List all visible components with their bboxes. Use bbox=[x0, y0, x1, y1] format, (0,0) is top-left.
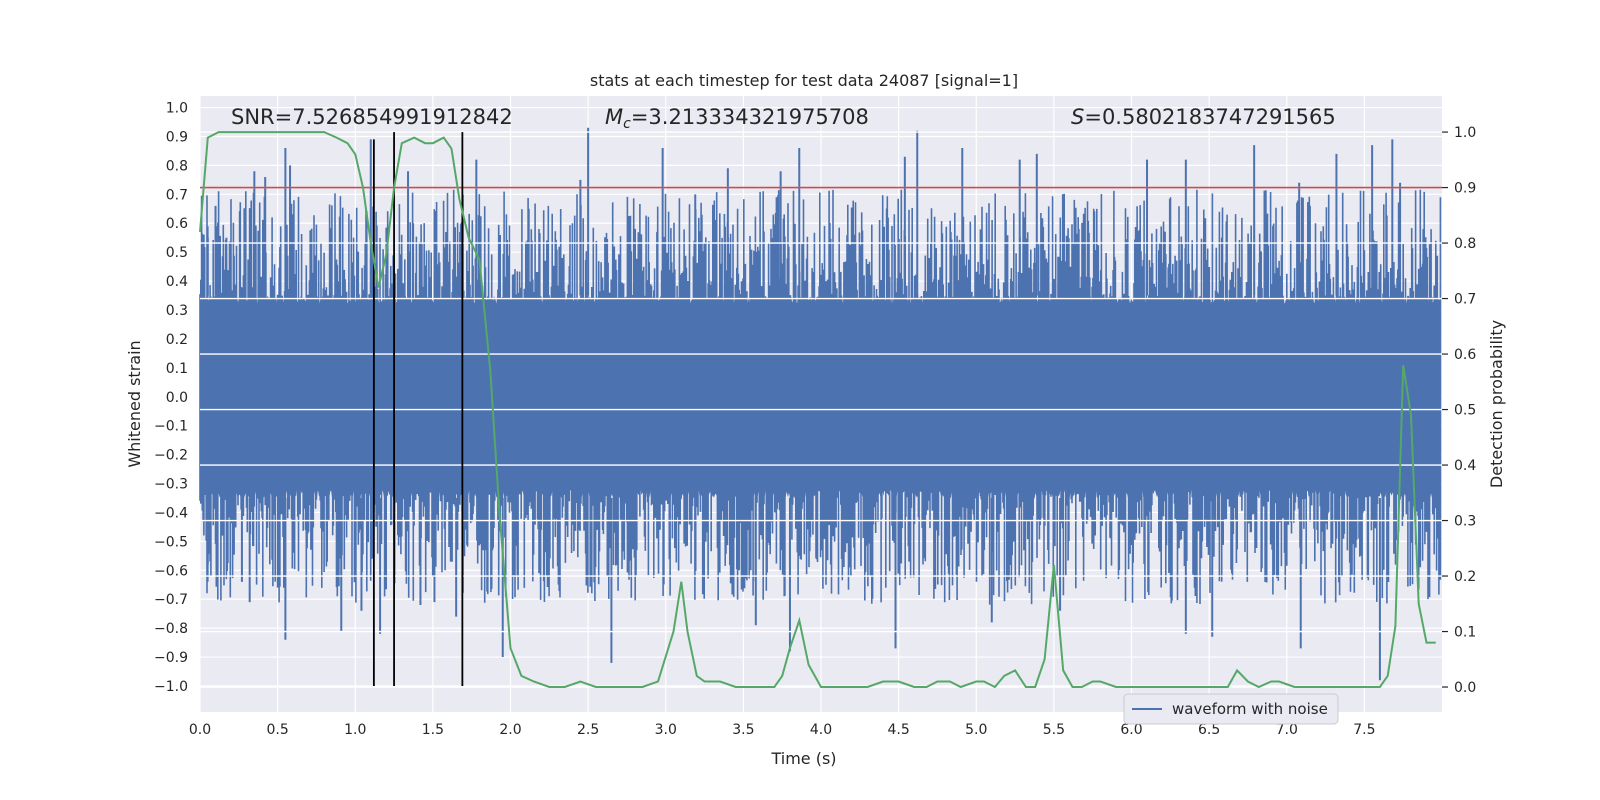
y-right-tick-label: 0.1 bbox=[1454, 625, 1476, 641]
y-right-tick-label: 0.9 bbox=[1454, 181, 1476, 197]
vertical-marker-lines bbox=[372, 132, 464, 686]
x-tick-labels: 0.0 0.5 1.0 1.5 2.0 2.5 3.0 3.5 4.0 4.5 5.0 5.5 6.0 6… bbox=[189, 722, 1376, 738]
y-left-tick-label: −0.3 bbox=[154, 477, 188, 493]
y-right-tick-label: 0.8 bbox=[1454, 236, 1476, 252]
x-tick-label: 5.5 bbox=[1043, 722, 1065, 738]
y-left-tick-labels: 1.0 0.9 0.8 0.7 0.6 0.5 0.4 0.3 0.2 0.1 0.0 −0.1 −0.… bbox=[154, 101, 188, 695]
x-tick-label: 7.0 bbox=[1276, 722, 1298, 738]
y-right-ticks: 1.0 0.9 0.8 0.7 0.6 0.5 0.4 0.3 0.2 0.1 0.0 bbox=[1442, 125, 1476, 696]
y-right-tick-label: 1.0 bbox=[1454, 125, 1476, 141]
x-tick-label: 0.0 bbox=[189, 722, 211, 738]
x-tick-label: 4.5 bbox=[887, 722, 909, 738]
chirp-mass-subscript: c bbox=[623, 116, 631, 132]
y-left-tick-label: 0.8 bbox=[166, 158, 188, 174]
chirp-mass-symbol: M bbox=[605, 105, 623, 129]
y-left-tick-label: −0.2 bbox=[154, 448, 188, 464]
x-tick-label: 4.0 bbox=[810, 722, 832, 738]
x-axis-label: Time (s) bbox=[770, 749, 836, 768]
x-tick-label: 1.0 bbox=[344, 722, 366, 738]
x-tick-label: 3.5 bbox=[732, 722, 754, 738]
y-left-tick-label: 1.0 bbox=[166, 101, 188, 117]
y-left-tick-label: 0.0 bbox=[166, 390, 188, 406]
y-left-tick-label: 0.4 bbox=[166, 274, 188, 290]
x-tick-label: 1.5 bbox=[422, 722, 444, 738]
y-right-axis-label: Detection probability bbox=[1487, 320, 1506, 488]
y-left-tick-label: 0.7 bbox=[166, 187, 188, 203]
detection-probability-line bbox=[199, 131, 1436, 689]
x-tick-label: 7.5 bbox=[1353, 722, 1375, 738]
snr-annotation: SNR=7.526854991912842 bbox=[231, 105, 513, 129]
y-right-tick-label: 0.6 bbox=[1454, 347, 1476, 363]
chirp-mass-annotation: Mc=3.213334321975708 bbox=[605, 105, 869, 132]
x-tick-label: 6.0 bbox=[1120, 722, 1142, 738]
y-left-tick-label: −0.7 bbox=[154, 592, 188, 608]
y-left-tick-label: 0.6 bbox=[166, 216, 188, 232]
legend-box bbox=[1123, 693, 1339, 725]
y-left-tick-label: −1.0 bbox=[154, 679, 188, 695]
waveform-spikes bbox=[199, 189, 1442, 605]
legend: waveform with noise bbox=[1123, 693, 1339, 725]
x-tick-label: 6.5 bbox=[1198, 722, 1220, 738]
x-tick-label: 2.5 bbox=[577, 722, 599, 738]
y-left-tick-label: 0.9 bbox=[166, 129, 188, 145]
waveform-series bbox=[199, 127, 1442, 681]
y-left-tick-label: −0.8 bbox=[154, 621, 188, 637]
x-tick-label: 5.0 bbox=[965, 722, 987, 738]
y-left-tick-label: 0.2 bbox=[166, 332, 188, 348]
y-right-tick-label: 0.5 bbox=[1454, 403, 1476, 419]
y-right-tick-label: 0.3 bbox=[1454, 514, 1476, 530]
y-left-tick-label: −0.9 bbox=[154, 650, 188, 666]
y-left-tick-label: −0.1 bbox=[154, 419, 188, 435]
y-right-tick-label: 0.2 bbox=[1454, 569, 1476, 585]
legend-label: waveform with noise bbox=[1172, 700, 1328, 718]
y-left-tick-label: 0.5 bbox=[166, 245, 188, 261]
y-left-tick-label: −0.5 bbox=[154, 534, 188, 550]
y-right-tick-label: 0.4 bbox=[1454, 458, 1476, 474]
y-left-tick-label: 0.3 bbox=[166, 303, 188, 319]
x-tick-label: 0.5 bbox=[266, 722, 288, 738]
y-right-tick-label: 0.0 bbox=[1454, 680, 1476, 696]
chart-title: stats at each timestep for test data 240… bbox=[590, 71, 1018, 90]
s-symbol: S bbox=[1071, 105, 1084, 129]
y-left-tick-label: −0.4 bbox=[154, 505, 188, 521]
y-right-tick-label: 0.7 bbox=[1454, 292, 1476, 308]
y-left-axis-label: Whitened strain bbox=[125, 340, 144, 467]
waveform-peak-spikes bbox=[206, 127, 1425, 681]
y-left-tick-label: −0.6 bbox=[154, 563, 188, 579]
s-annotation: S=0.5802183747291565 bbox=[1071, 105, 1336, 129]
s-value: =0.5802183747291565 bbox=[1084, 105, 1335, 129]
x-tick-label: 2.0 bbox=[499, 722, 521, 738]
x-tick-label: 3.0 bbox=[655, 722, 677, 738]
chirp-mass-value: =3.213334321975708 bbox=[631, 105, 869, 129]
y-left-tick-label: 0.1 bbox=[166, 361, 188, 377]
